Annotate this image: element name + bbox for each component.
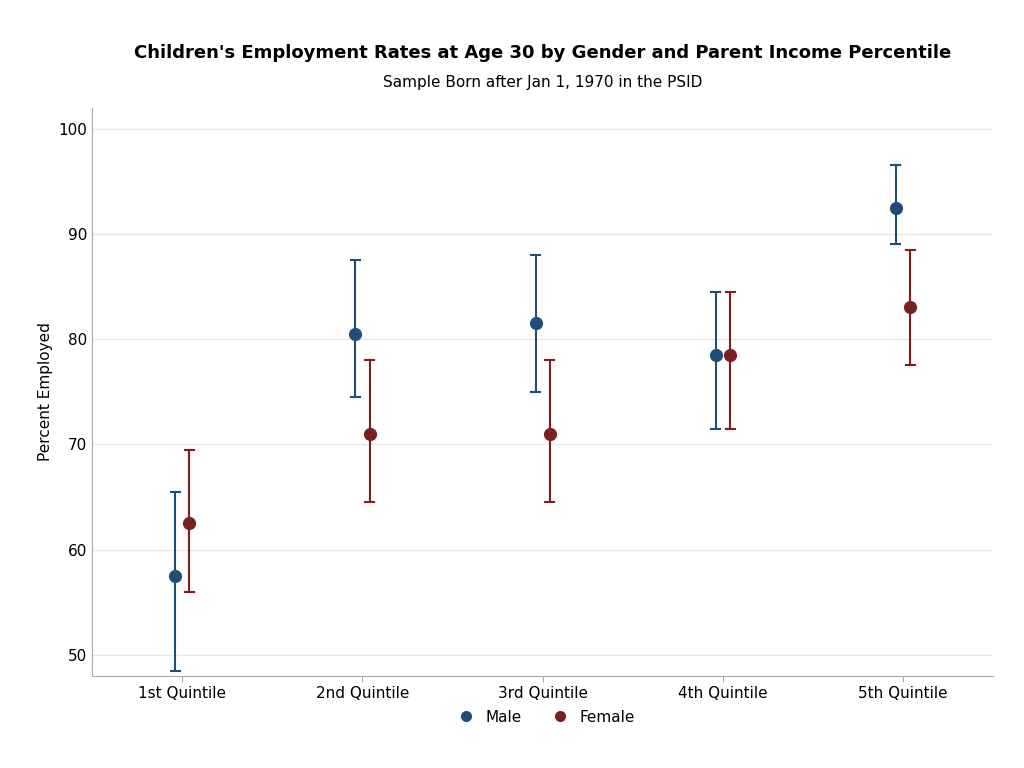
Point: [361, 428, 378, 440]
Y-axis label: Percent Employed: Percent Employed: [38, 323, 53, 461]
Point: [527, 317, 544, 329]
Point: [722, 349, 738, 361]
Point: [181, 517, 198, 529]
Text: Sample Born after Jan 1, 1970 in the PSID: Sample Born after Jan 1, 1970 in the PSI…: [383, 75, 702, 91]
Point: [902, 301, 919, 313]
Point: [708, 349, 724, 361]
Text: Children's Employment Rates at Age 30 by Gender and Parent Income Percentile: Children's Employment Rates at Age 30 by…: [134, 44, 951, 62]
Point: [542, 428, 558, 440]
Point: [347, 328, 364, 340]
Point: [888, 201, 904, 214]
Point: [167, 570, 183, 582]
Legend: Male, Female: Male, Female: [444, 703, 641, 730]
